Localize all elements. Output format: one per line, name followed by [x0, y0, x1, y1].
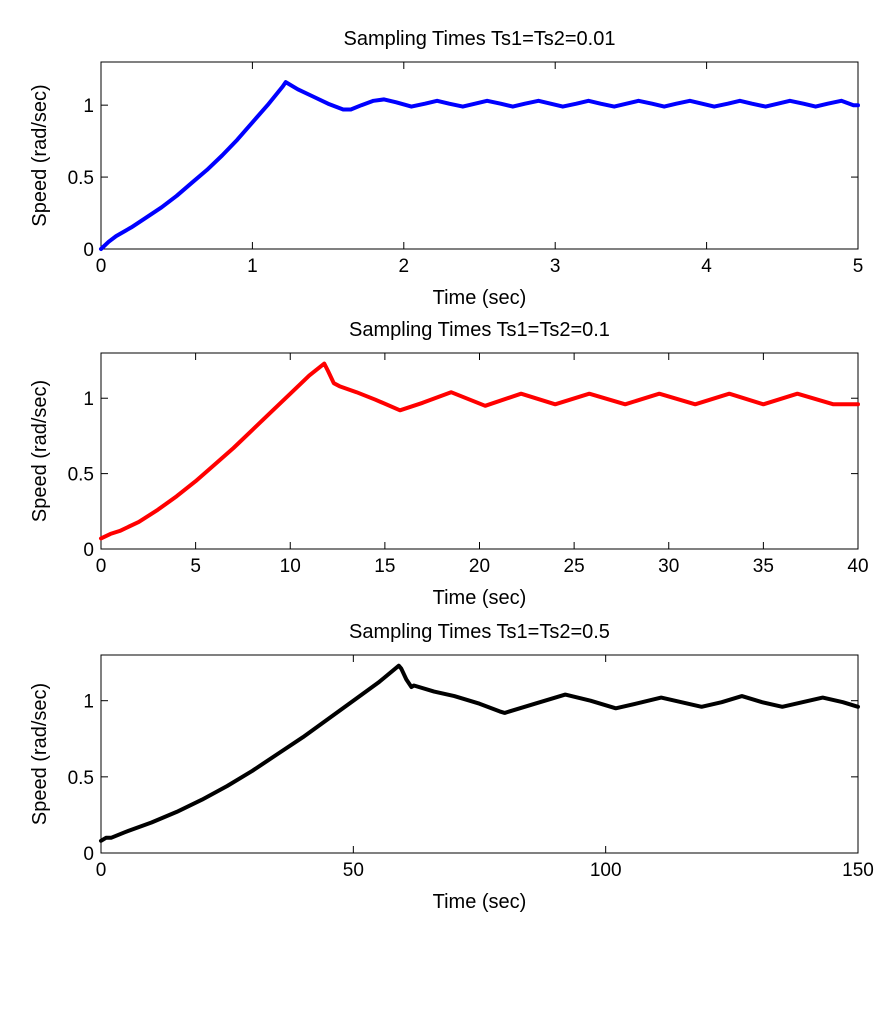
x-tick-label: 1	[247, 256, 258, 277]
y-tick-label: 0	[83, 540, 94, 561]
x-tick-label: 35	[753, 556, 774, 577]
chart-title: Sampling Times Ts1=Ts2=0.5	[349, 621, 610, 643]
x-tick-label: 50	[343, 860, 364, 881]
y-tick-label: 1	[83, 389, 94, 410]
y-tick-label: 0.5	[68, 768, 94, 789]
x-tick-label: 100	[590, 860, 622, 881]
speed-series-line	[99, 663, 860, 843]
y-axis-label: Speed (rad/sec)	[29, 380, 51, 522]
x-tick-label: 15	[374, 556, 395, 577]
chart-title: Sampling Times Ts1=Ts2=0.01	[343, 28, 615, 50]
x-tick-label: 30	[658, 556, 679, 577]
x-tick-label: 3	[550, 256, 561, 277]
x-tick-label: 2	[399, 256, 410, 277]
x-axis-label: Time (sec)	[433, 587, 527, 609]
plot-area-frame	[100, 352, 859, 550]
x-tick-label: 0	[96, 860, 107, 881]
y-tick-label: 0	[83, 844, 94, 865]
x-tick-label: 10	[280, 556, 301, 577]
x-axis-label: Time (sec)	[433, 891, 527, 913]
speed-series-line	[99, 361, 860, 541]
chart-panel-1: 0 1 2 3 4 5 0 0.5 1 Sampling Times Ts1=Ts2=0.01 Ti…	[29, 28, 863, 309]
y-tick-label: 0.5	[68, 465, 94, 486]
x-tick-label: 5	[853, 256, 864, 277]
speed-series-line	[99, 80, 860, 251]
x-axis-label: Time (sec)	[433, 287, 527, 309]
chart-panel-3: 0 50 100 150 0 0.5 1 Sampling Times Ts1=Ts2=0.5…	[29, 621, 874, 913]
x-tick-label: 0	[96, 256, 107, 277]
y-tick-label: 1	[83, 96, 94, 117]
chart-panel-2: 0 5 10 15 20 25 30 35 40 0 0.5 1 Sampling Times Ts1=…	[29, 319, 869, 609]
y-tick-label: 1	[83, 692, 94, 713]
x-tick-label: 25	[564, 556, 585, 577]
y-axis-label: Speed (rad/sec)	[29, 683, 51, 825]
plot-area-frame	[100, 654, 859, 854]
x-tick-label: 150	[842, 860, 874, 881]
chart-title: Sampling Times Ts1=Ts2=0.1	[349, 319, 610, 341]
y-axis-label: Speed (rad/sec)	[29, 84, 51, 226]
plot-area-frame	[100, 61, 859, 250]
y-tick-label: 0.5	[68, 168, 94, 189]
x-tick-label: 20	[469, 556, 490, 577]
x-tick-label: 5	[190, 556, 201, 577]
x-tick-label: 40	[847, 556, 868, 577]
y-tick-label: 0	[83, 240, 94, 261]
x-tick-label: 0	[96, 556, 107, 577]
x-tick-label: 4	[701, 256, 712, 277]
